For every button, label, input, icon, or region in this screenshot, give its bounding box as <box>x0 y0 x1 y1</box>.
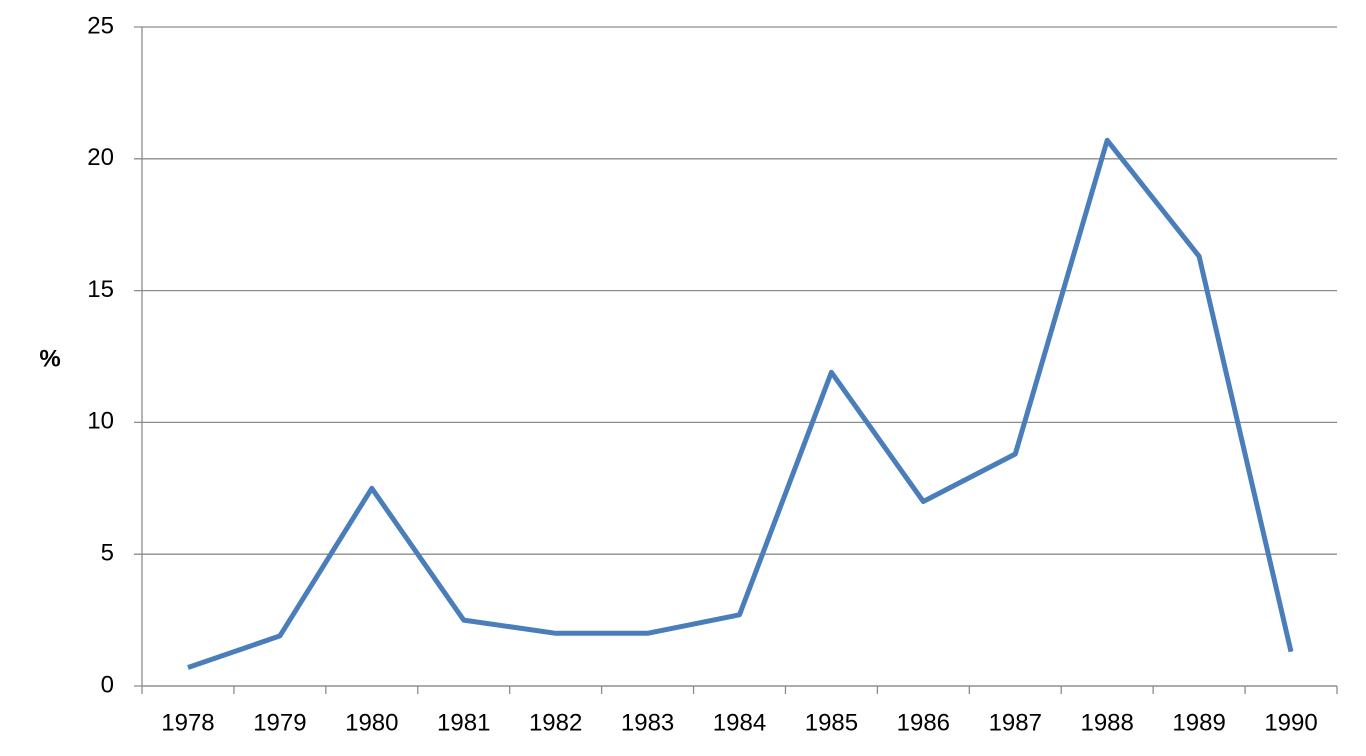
y-tick-label: 0 <box>101 671 114 698</box>
y-tick-label: 10 <box>87 408 114 435</box>
y-tick-label: 5 <box>101 540 114 567</box>
y-tick-label: 20 <box>87 144 114 171</box>
y-axis-label: % <box>39 345 60 372</box>
x-tick-label: 1988 <box>1080 709 1133 736</box>
y-tick-label: 15 <box>87 276 114 303</box>
x-tick-label: 1981 <box>437 709 490 736</box>
line-series <box>187 137 1294 670</box>
x-tick-label: 1978 <box>161 709 214 736</box>
x-tick-label: 1984 <box>713 709 766 736</box>
x-tick-label: 1980 <box>345 709 398 736</box>
y-tick-label: 25 <box>87 12 114 39</box>
x-tick-label: 1986 <box>897 709 950 736</box>
x-tick-label: 1990 <box>1264 709 1317 736</box>
x-tick-label: 1982 <box>529 709 582 736</box>
x-tick-label: 1983 <box>621 709 674 736</box>
x-tick-label: 1987 <box>989 709 1042 736</box>
x-tick-label: 1989 <box>1172 709 1225 736</box>
x-tick-label: 1985 <box>805 709 858 736</box>
x-tick-label: 1979 <box>253 709 306 736</box>
